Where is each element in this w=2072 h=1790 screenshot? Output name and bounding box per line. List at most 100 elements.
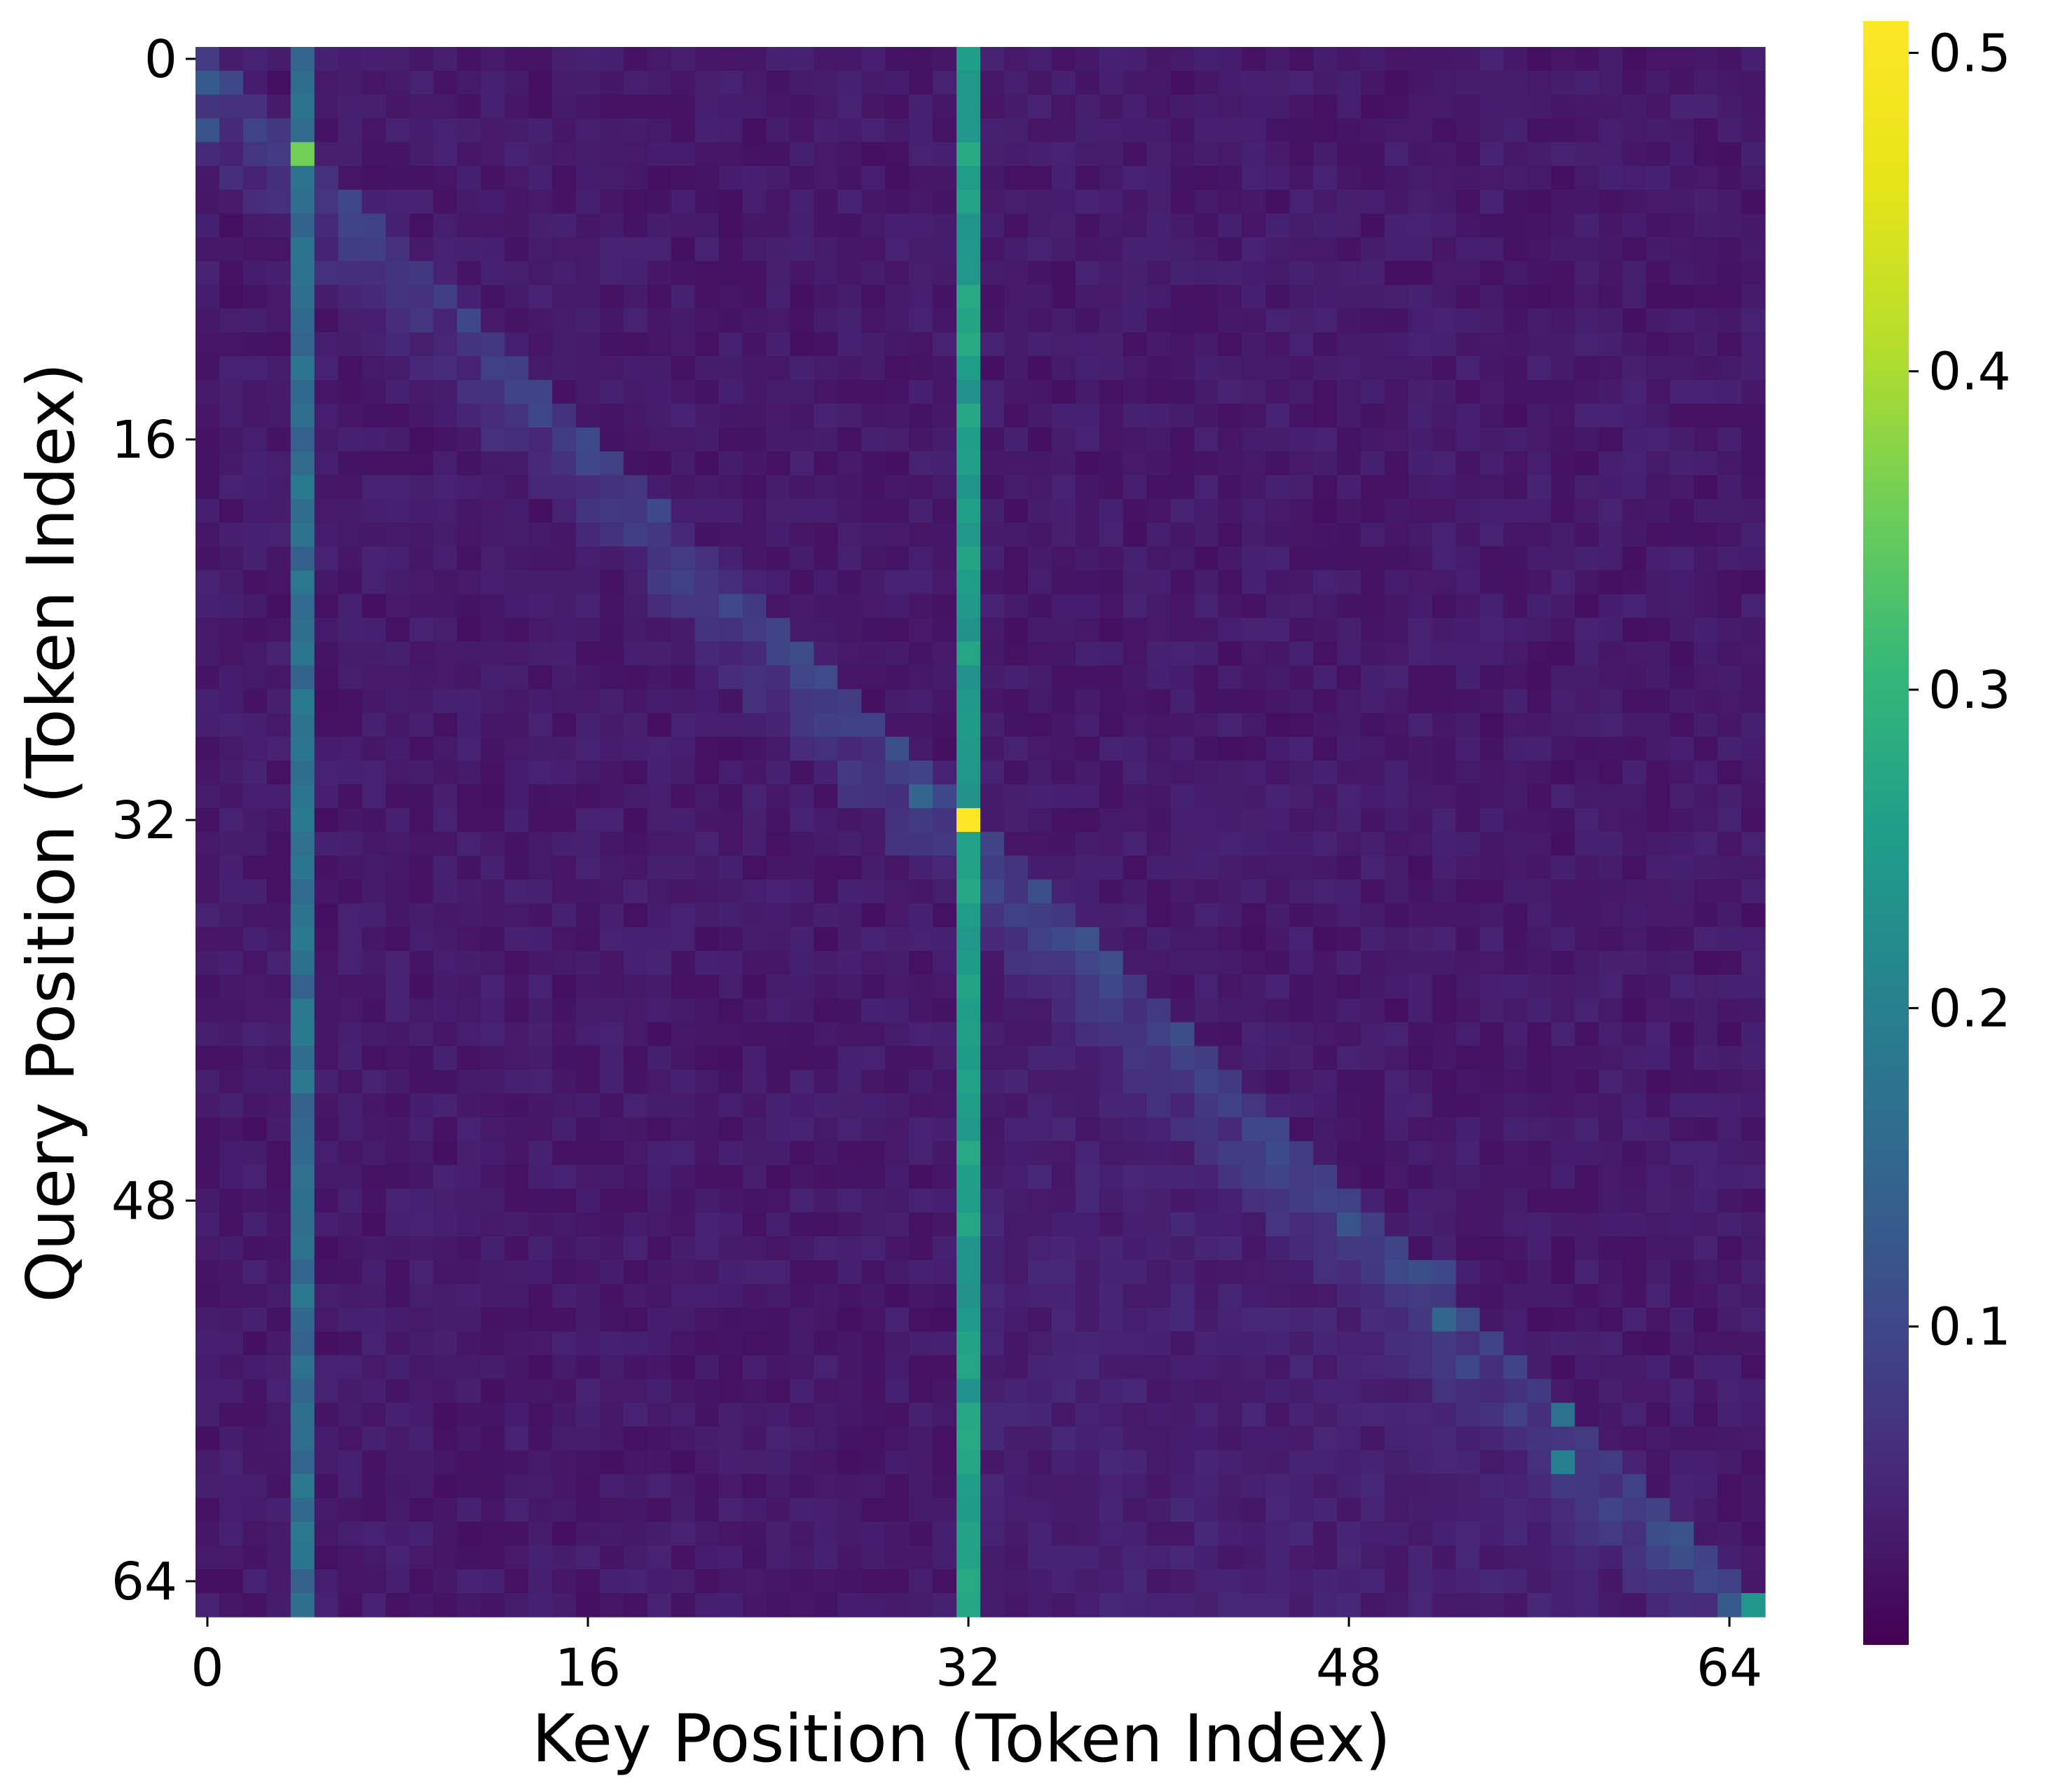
heatmap-cell (1646, 308, 1670, 333)
heatmap-cell (1384, 1450, 1409, 1475)
heatmap-cell (742, 94, 767, 119)
heatmap-cell (1313, 784, 1338, 809)
heatmap-cell (1598, 1474, 1623, 1498)
heatmap-cell (409, 570, 434, 595)
heatmap-cell (1194, 570, 1219, 595)
heatmap-cell (837, 1426, 862, 1451)
heatmap-cell (933, 1379, 957, 1404)
heatmap-cell (457, 404, 481, 428)
heatmap-cell (1622, 760, 1647, 785)
heatmap-cell (433, 70, 458, 95)
heatmap-cell (433, 927, 458, 952)
heatmap-cell (338, 118, 363, 143)
heatmap-cell (933, 474, 957, 500)
heatmap-cell (505, 784, 529, 809)
heatmap-cell (1717, 237, 1742, 262)
heatmap-cell (671, 879, 696, 904)
heatmap-cell (576, 950, 601, 976)
heatmap-cell (481, 1474, 505, 1498)
heatmap-cell (956, 70, 981, 95)
heatmap-cell (1527, 404, 1552, 428)
heatmap-cell (933, 189, 957, 214)
heatmap-cell (314, 1141, 339, 1166)
heatmap-cell (1337, 404, 1361, 428)
heatmap-cell (505, 713, 529, 737)
heatmap-cell (1455, 1379, 1481, 1404)
heatmap-cell (1313, 1569, 1338, 1594)
heatmap-cell (1527, 974, 1552, 999)
heatmap-cell (1194, 855, 1219, 880)
heatmap-cell (1242, 165, 1266, 191)
heatmap-cell (505, 1093, 529, 1118)
heatmap-cell (1503, 380, 1528, 404)
heatmap-cell (1337, 1545, 1361, 1570)
heatmap-cell (790, 832, 815, 856)
heatmap-cell (409, 832, 434, 856)
heatmap-cell (1455, 1402, 1481, 1428)
heatmap-cell (338, 428, 363, 452)
heatmap-cell (242, 308, 268, 333)
heatmap-cell (457, 356, 481, 381)
heatmap-cell (909, 713, 933, 737)
heatmap-cell (814, 1070, 838, 1094)
heatmap-cell (814, 1474, 838, 1498)
heatmap-cell (505, 974, 529, 999)
heatmap-cell (623, 70, 648, 95)
heatmap-cell (837, 974, 862, 999)
heatmap-cell (1527, 142, 1552, 167)
heatmap-cell (385, 522, 411, 547)
heatmap-cell (1670, 70, 1694, 95)
heatmap-cell (576, 356, 601, 381)
heatmap-cell (1123, 689, 1148, 713)
heatmap-cell (1598, 380, 1623, 404)
heatmap-cell (599, 1522, 624, 1546)
heatmap-cell (1527, 1093, 1552, 1118)
heatmap-cell (1694, 1022, 1718, 1047)
heatmap-cell (1503, 1331, 1528, 1356)
heatmap-cell (1051, 285, 1076, 309)
heatmap-cell (1337, 998, 1361, 1023)
heatmap-cell (742, 546, 767, 571)
heatmap-cell (1170, 855, 1195, 880)
heatmap-cell (647, 1498, 672, 1522)
heatmap-cell (219, 47, 244, 71)
heatmap-cell (909, 474, 933, 500)
heatmap-cell (837, 1117, 862, 1142)
heatmap-cell (814, 308, 838, 333)
heatmap-cell (647, 808, 672, 833)
heatmap-cell (790, 689, 815, 713)
heatmap-cell (505, 1046, 529, 1070)
heatmap-cell (385, 689, 411, 713)
heatmap-cell (599, 474, 624, 500)
heatmap-cell (1289, 380, 1314, 404)
heatmap-cell (1432, 1522, 1457, 1546)
heatmap-cell (576, 665, 601, 690)
heatmap-cell (433, 213, 458, 238)
heatmap-cell (266, 1212, 291, 1237)
heatmap-cell (314, 784, 339, 809)
heatmap-cell (909, 118, 933, 143)
heatmap-cell (980, 713, 1005, 737)
heatmap-cell (1003, 1355, 1029, 1380)
heatmap-cell (1051, 617, 1076, 643)
heatmap-cell (552, 1379, 577, 1404)
heatmap-cell (1694, 428, 1718, 452)
heatmap-cell (1408, 713, 1433, 737)
heatmap-cell (1146, 950, 1172, 976)
heatmap-cell (671, 1212, 696, 1237)
heatmap-cell (837, 784, 862, 809)
heatmap-cell (505, 1070, 529, 1094)
heatmap-cell (385, 1236, 411, 1261)
heatmap-cell (671, 689, 696, 713)
heatmap-cell (1313, 1522, 1338, 1546)
heatmap-cell (528, 285, 553, 309)
heatmap-cell (219, 308, 244, 333)
heatmap-cell (1598, 1426, 1623, 1451)
heatmap-cell (457, 1474, 481, 1498)
heatmap-cell (885, 1331, 910, 1356)
heatmap-cell (1170, 689, 1195, 713)
heatmap-cell (1099, 165, 1124, 191)
heatmap-cell (837, 213, 862, 238)
heatmap-cell (1194, 1450, 1219, 1475)
heatmap-cell (1218, 1212, 1242, 1237)
